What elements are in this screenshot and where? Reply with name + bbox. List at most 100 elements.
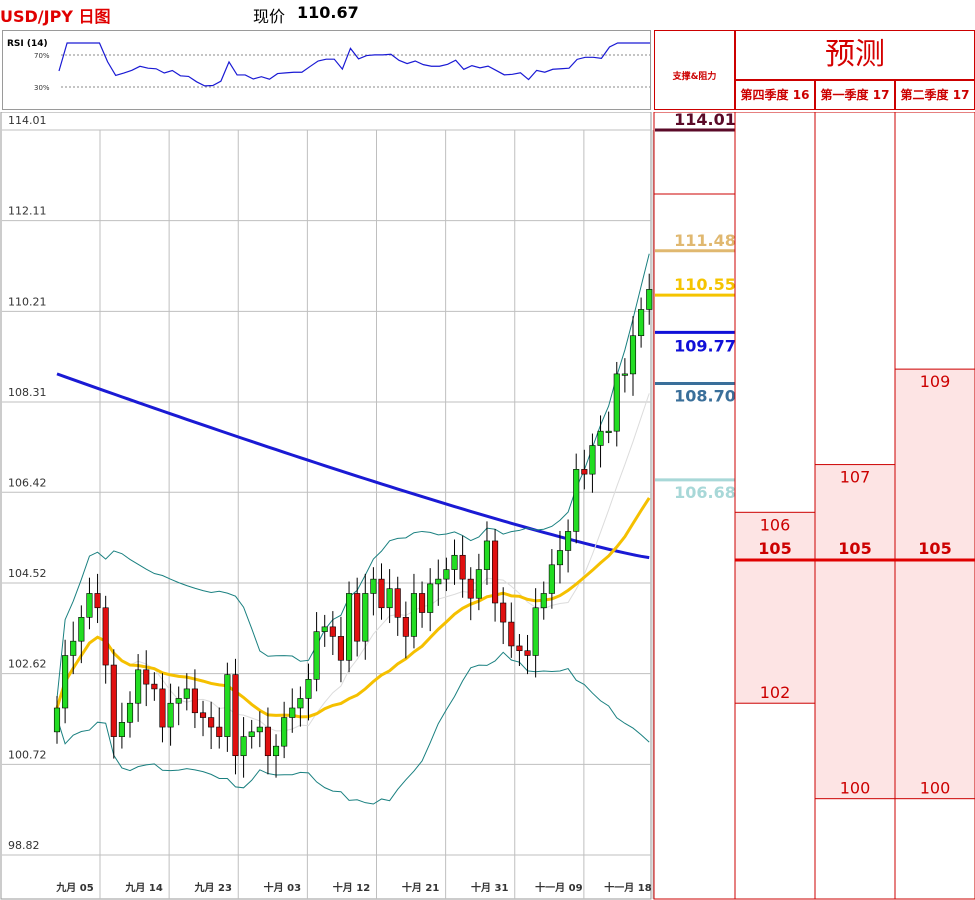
candle-body [329, 626, 336, 637]
forecast-range [734, 511, 816, 704]
sr-header-box: 支撑&阻力 [654, 30, 735, 110]
candle-body [646, 289, 653, 310]
indicators [55, 253, 651, 805]
y-tick-label: 102.62 [8, 658, 47, 671]
candle-body [289, 707, 296, 718]
forecast-title: 预测 [735, 30, 975, 80]
candle-body [264, 726, 271, 757]
sr-level-label: 109.77 [674, 336, 736, 355]
candle-body [159, 688, 166, 728]
candle-body [370, 578, 377, 594]
candle-body [378, 578, 385, 609]
candle-body [183, 688, 190, 699]
candle-body [589, 445, 596, 475]
forecast-panel: 106 102 105 107 100 105 109 100 105 [734, 112, 975, 900]
rsi-level-30-label: 30% [34, 84, 50, 92]
candle-body [126, 702, 134, 723]
candle-body [337, 636, 344, 661]
x-tick-label: 十月 31 [471, 881, 508, 894]
rsi-level-70-label: 70% [34, 52, 50, 60]
x-tick-label: 十月 21 [402, 881, 439, 894]
candle-body [118, 722, 125, 737]
candle-body [354, 593, 361, 642]
candle-body [297, 698, 304, 709]
ma-long-line [56, 372, 650, 560]
forecast-col-q4-16: 第四季度 16 [735, 80, 815, 110]
candle-body [443, 569, 450, 580]
candle-body [467, 578, 474, 599]
sr-level-label: 108.70 [674, 386, 736, 405]
candle-body [483, 540, 491, 570]
candle-body [508, 621, 515, 647]
candles [53, 273, 653, 778]
candle-body [62, 655, 69, 709]
sr-level-label: 111.48 [674, 231, 736, 250]
x-tick-label: 十月 03 [264, 881, 301, 894]
sr-level-label: 110.55 [674, 275, 736, 294]
candle-body [621, 373, 628, 376]
price-value: 110.67 [297, 3, 359, 22]
candle-body [427, 583, 434, 613]
x-tick-label: 九月 23 [194, 881, 232, 894]
y-tick-label: 112.11 [8, 205, 47, 218]
y-tick-label: 100.72 [8, 748, 47, 761]
sr-level-label: 114.01 [674, 112, 736, 129]
x-axis: 九月 05 九月 14 九月 23 十月 03 十月 12 十月 21 十月 31 十一月 0… [55, 881, 651, 894]
candle-body [224, 674, 231, 737]
candle-body [102, 607, 109, 666]
candle-body [70, 640, 77, 656]
rsi-chart: RSI (14) 70% 30% [7, 39, 650, 92]
forecast-low-label: 100 [840, 779, 871, 798]
candle-body [248, 731, 255, 737]
x-tick-label: 十月 12 [333, 881, 370, 894]
forecast-target-label: 105 [758, 539, 791, 558]
candle-body [516, 645, 523, 652]
candle-body [272, 745, 280, 757]
candle-body [216, 726, 223, 737]
candle-body [540, 593, 547, 609]
candle-body [573, 469, 580, 532]
band-lower-line [56, 651, 650, 805]
candle-body [556, 550, 564, 566]
candle-body [565, 531, 572, 551]
candle-body [492, 540, 499, 604]
band-upper-line [56, 253, 650, 699]
forecast-high-label: 106 [760, 515, 791, 534]
candle-body [240, 736, 247, 757]
grid [0, 112, 654, 900]
price-label: 现价 [253, 7, 286, 26]
candle-body [94, 593, 101, 609]
candle-body [346, 593, 353, 661]
candle-body [321, 626, 328, 632]
y-tick-label: 110.21 [8, 295, 47, 308]
candle-body [386, 588, 393, 609]
sr-level-label: 106.68 [674, 483, 736, 502]
candle-body [500, 602, 507, 623]
candle-body [532, 607, 539, 656]
candle-body [208, 717, 215, 728]
candle-body [638, 309, 645, 337]
candle-body [151, 683, 158, 690]
candle-body [191, 688, 198, 714]
candle-body [313, 631, 320, 680]
candle-body [110, 664, 117, 737]
candle-body [402, 617, 409, 637]
y-tick-label: 104.52 [8, 567, 47, 580]
y-tick-label: 114.01 [8, 114, 47, 127]
x-tick-label: 九月 05 [55, 881, 93, 894]
candle-body [394, 588, 401, 618]
sr-header-text: 支撑&阻力 [672, 72, 717, 82]
candle-body [86, 593, 93, 618]
candle-body [475, 569, 482, 599]
candle-body [613, 373, 620, 432]
forecast-target-label: 105 [838, 539, 871, 558]
plot-frame [0, 112, 652, 900]
rsi-line [58, 42, 650, 87]
chart-title: USD/JPY 日图 [0, 7, 111, 26]
x-tick-label: 十一月 09 [535, 881, 582, 894]
candle-body [435, 578, 442, 585]
candle-body [524, 650, 531, 656]
ma-mid-line [55, 497, 651, 719]
candle-body [597, 430, 604, 446]
candle-body [256, 726, 263, 733]
